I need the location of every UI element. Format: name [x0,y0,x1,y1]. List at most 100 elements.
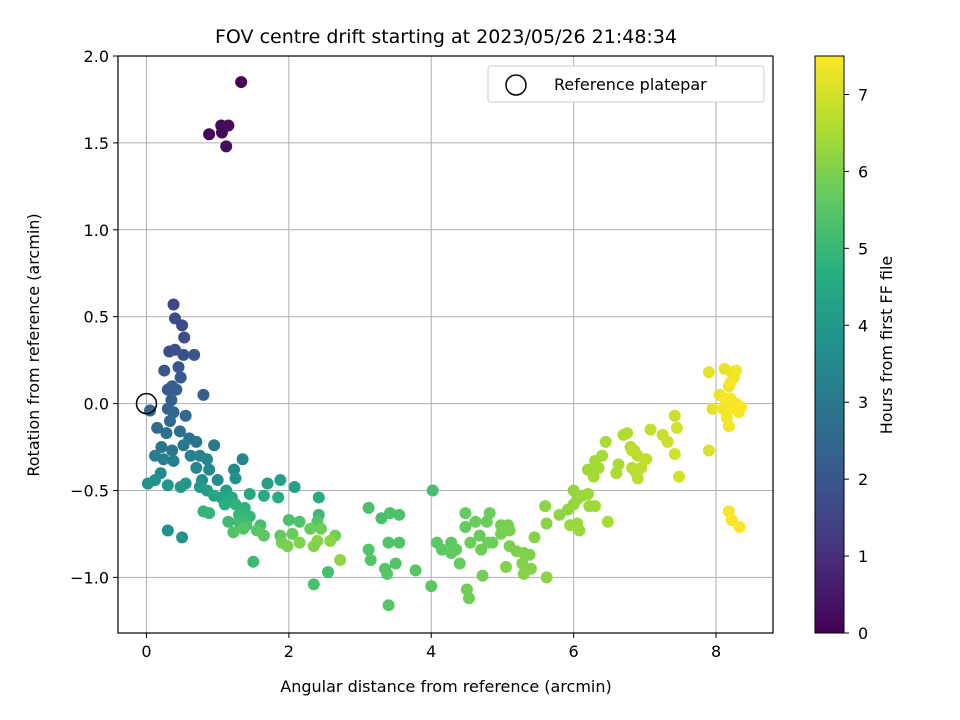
y-axis-ticks: −1.0 −0.5 0.0 0.5 1.0 1.5 2.0 [70,47,118,587]
x-tick-label: 8 [711,642,721,661]
x-tick-label: 0 [141,642,151,661]
data-point [282,514,295,527]
data-point [364,554,377,567]
data-point [393,508,406,521]
data-point [381,567,394,580]
data-point [149,474,162,487]
data-point [483,507,496,520]
x-tick-label: 4 [426,642,436,661]
data-point [188,348,201,361]
data-point [161,479,174,492]
data-point [469,515,482,528]
data-point [426,484,439,497]
y-tick-label: 0.0 [84,395,109,414]
y-tick-label: 1.5 [84,134,109,153]
data-point [621,427,634,440]
data-point [222,515,235,528]
colorbar: 0 1 2 3 4 5 6 7 Hours from first FF file [814,55,896,643]
x-tick-label: 6 [569,642,579,661]
y-axis-label: Rotation from reference (arcmin) [24,213,43,476]
data-point [274,474,287,487]
legend-marker [505,74,527,96]
data-point [243,487,256,500]
data-point [312,491,325,504]
data-point [281,540,294,553]
data-point [172,361,185,374]
data-point [523,548,536,561]
data-point [425,580,438,593]
data-point [293,536,306,549]
reference-marker [135,392,158,415]
data-point [389,557,402,570]
chart-title: FOV centre drift starting at 2023/05/26 … [215,26,677,48]
data-point [220,140,233,153]
data-point [503,524,516,537]
data-point [208,439,221,452]
data-point [322,566,335,579]
data-point [500,560,513,573]
data-point [163,414,176,427]
data-point [435,543,448,556]
y-tick-label: 1.0 [84,221,109,240]
data-point [235,76,248,89]
y-tick-label: −1.0 [70,568,109,587]
data-point [215,126,228,139]
data-point [160,427,173,440]
colorbar-ticks: 0 1 2 3 4 5 6 7 [844,85,868,643]
data-point [178,331,191,344]
data-point [733,520,746,533]
data-point [200,453,213,466]
data-point [473,529,486,542]
data-point [673,470,686,483]
data-point [272,491,285,504]
data-point [314,522,327,535]
colorbar-tick-label: 2 [858,470,868,489]
data-point [464,536,477,549]
data-point [702,444,715,457]
data-point [184,449,197,462]
data-point [445,547,458,560]
data-points [141,76,747,612]
data-point [706,402,719,415]
colorbar-tick-label: 1 [858,547,868,566]
y-tick-label: 2.0 [84,47,109,66]
data-point [644,423,657,436]
y-tick-label: −0.5 [70,481,109,500]
x-axis-label: Angular distance from reference (arcmin) [280,677,611,696]
data-point [587,470,600,483]
data-point [631,472,644,485]
y-tick-label: 0.5 [84,308,109,327]
colorbar-tick-label: 7 [858,85,868,104]
data-point [382,599,395,612]
colorbar-tick-label: 5 [858,239,868,258]
data-point [540,571,553,584]
data-point [528,531,541,544]
data-point [288,481,301,494]
data-point [236,453,249,466]
data-point [257,529,270,542]
colorbar-tick-label: 3 [858,393,868,412]
data-point [462,592,475,605]
legend-label: Reference platepar [554,75,707,94]
data-point [729,364,742,377]
data-point [540,517,553,530]
data-point [459,507,472,520]
data-point [725,514,738,527]
data-point [362,543,375,556]
data-point [393,536,406,549]
data-point [539,500,552,513]
data-point [626,444,639,457]
data-point [197,388,210,401]
data-point [612,458,625,471]
colorbar-gradient [814,55,845,634]
x-axis-ticks: 0 2 4 6 8 [141,633,721,661]
data-point [177,439,190,452]
data-point [601,515,614,528]
legend: Reference platepar [487,65,765,103]
data-point [218,498,231,511]
colorbar-tick-label: 6 [858,162,868,181]
data-point [486,536,499,549]
data-point [307,578,320,591]
data-point [362,501,375,514]
